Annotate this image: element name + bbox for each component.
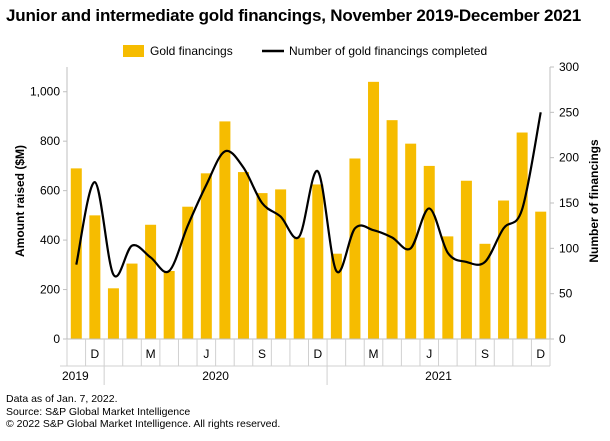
bar bbox=[89, 215, 101, 339]
bar bbox=[107, 288, 119, 339]
bar bbox=[460, 180, 472, 339]
y2-tick-label: 150 bbox=[559, 196, 579, 210]
footnote-source: Source: S&P Global Market Intelligence bbox=[6, 405, 191, 418]
y-axis-title: Amount raised ($M) bbox=[13, 145, 27, 257]
x-year-label: 2020 bbox=[202, 369, 229, 383]
x-month-label: D bbox=[313, 347, 322, 361]
y2-axis-title: Number of financings bbox=[587, 139, 601, 263]
y2-tick-label: 100 bbox=[559, 241, 579, 255]
y2-tick-label: 0 bbox=[559, 332, 566, 346]
x-month-label: J bbox=[426, 347, 432, 361]
y-tick-label: 0 bbox=[53, 332, 60, 346]
y2-tick-label: 200 bbox=[559, 151, 579, 165]
y-tick-label: 800 bbox=[40, 134, 60, 148]
x-month-label: S bbox=[481, 347, 489, 361]
chart-area: Gold financings Number of gold financing… bbox=[13, 44, 601, 385]
x-month-label: D bbox=[91, 347, 100, 361]
bar bbox=[386, 120, 398, 339]
bar bbox=[126, 263, 138, 339]
bar bbox=[312, 184, 324, 339]
x-month-label: M bbox=[146, 347, 156, 361]
bar bbox=[145, 224, 157, 339]
footnotes: Data as of Jan. 7, 2022. Source: S&P Glo… bbox=[6, 393, 280, 431]
bar bbox=[200, 173, 212, 339]
bar bbox=[330, 253, 342, 339]
x-year-label: 2021 bbox=[425, 369, 452, 383]
bars bbox=[70, 81, 547, 340]
legend: Gold financings Number of gold financing… bbox=[123, 44, 487, 58]
legend-bar-swatch bbox=[123, 45, 144, 57]
line-series bbox=[75, 112, 542, 278]
y2-tick-label: 300 bbox=[559, 60, 579, 74]
bar bbox=[293, 237, 305, 339]
chart-title: Junior and intermediate gold financings,… bbox=[6, 6, 581, 25]
y-tick-label: 1,000 bbox=[30, 85, 60, 99]
bar bbox=[405, 143, 417, 339]
x-month-label: S bbox=[258, 347, 266, 361]
bar bbox=[163, 271, 175, 339]
bar bbox=[535, 211, 547, 339]
y-tick-label: 200 bbox=[40, 283, 60, 297]
x-month-label: M bbox=[369, 347, 379, 361]
bar bbox=[70, 168, 82, 339]
y2-tick-label: 250 bbox=[559, 105, 579, 119]
axes: 0 200 400 600 800 1,000 0 50 100 150 200 250 300 bbox=[30, 60, 579, 346]
bar bbox=[442, 236, 454, 339]
footnote-copyright: © 2022 S&P Global Market Intelligence. A… bbox=[6, 418, 281, 430]
bar bbox=[256, 193, 268, 339]
y-tick-label: 600 bbox=[40, 184, 60, 198]
bar bbox=[423, 165, 435, 339]
bar bbox=[368, 81, 380, 339]
legend-bar-label: Gold financings bbox=[150, 44, 233, 58]
x-month-label: D bbox=[536, 347, 545, 361]
legend-line-label: Number of gold financings completed bbox=[289, 44, 487, 58]
bar bbox=[237, 172, 249, 339]
bar bbox=[516, 132, 528, 339]
bar bbox=[182, 206, 194, 339]
y-tick-label: 400 bbox=[40, 233, 60, 247]
y2-tick-label: 50 bbox=[559, 287, 573, 301]
bar bbox=[219, 121, 231, 340]
bar bbox=[349, 158, 361, 339]
bar bbox=[275, 189, 287, 339]
footnote-data-date: Data as of Jan. 7, 2022. bbox=[6, 393, 118, 405]
x-month-label: J bbox=[203, 347, 209, 361]
bar bbox=[498, 200, 510, 339]
bar bbox=[479, 243, 491, 339]
series-line bbox=[75, 112, 542, 278]
x-year-label: 2019 bbox=[62, 369, 89, 383]
